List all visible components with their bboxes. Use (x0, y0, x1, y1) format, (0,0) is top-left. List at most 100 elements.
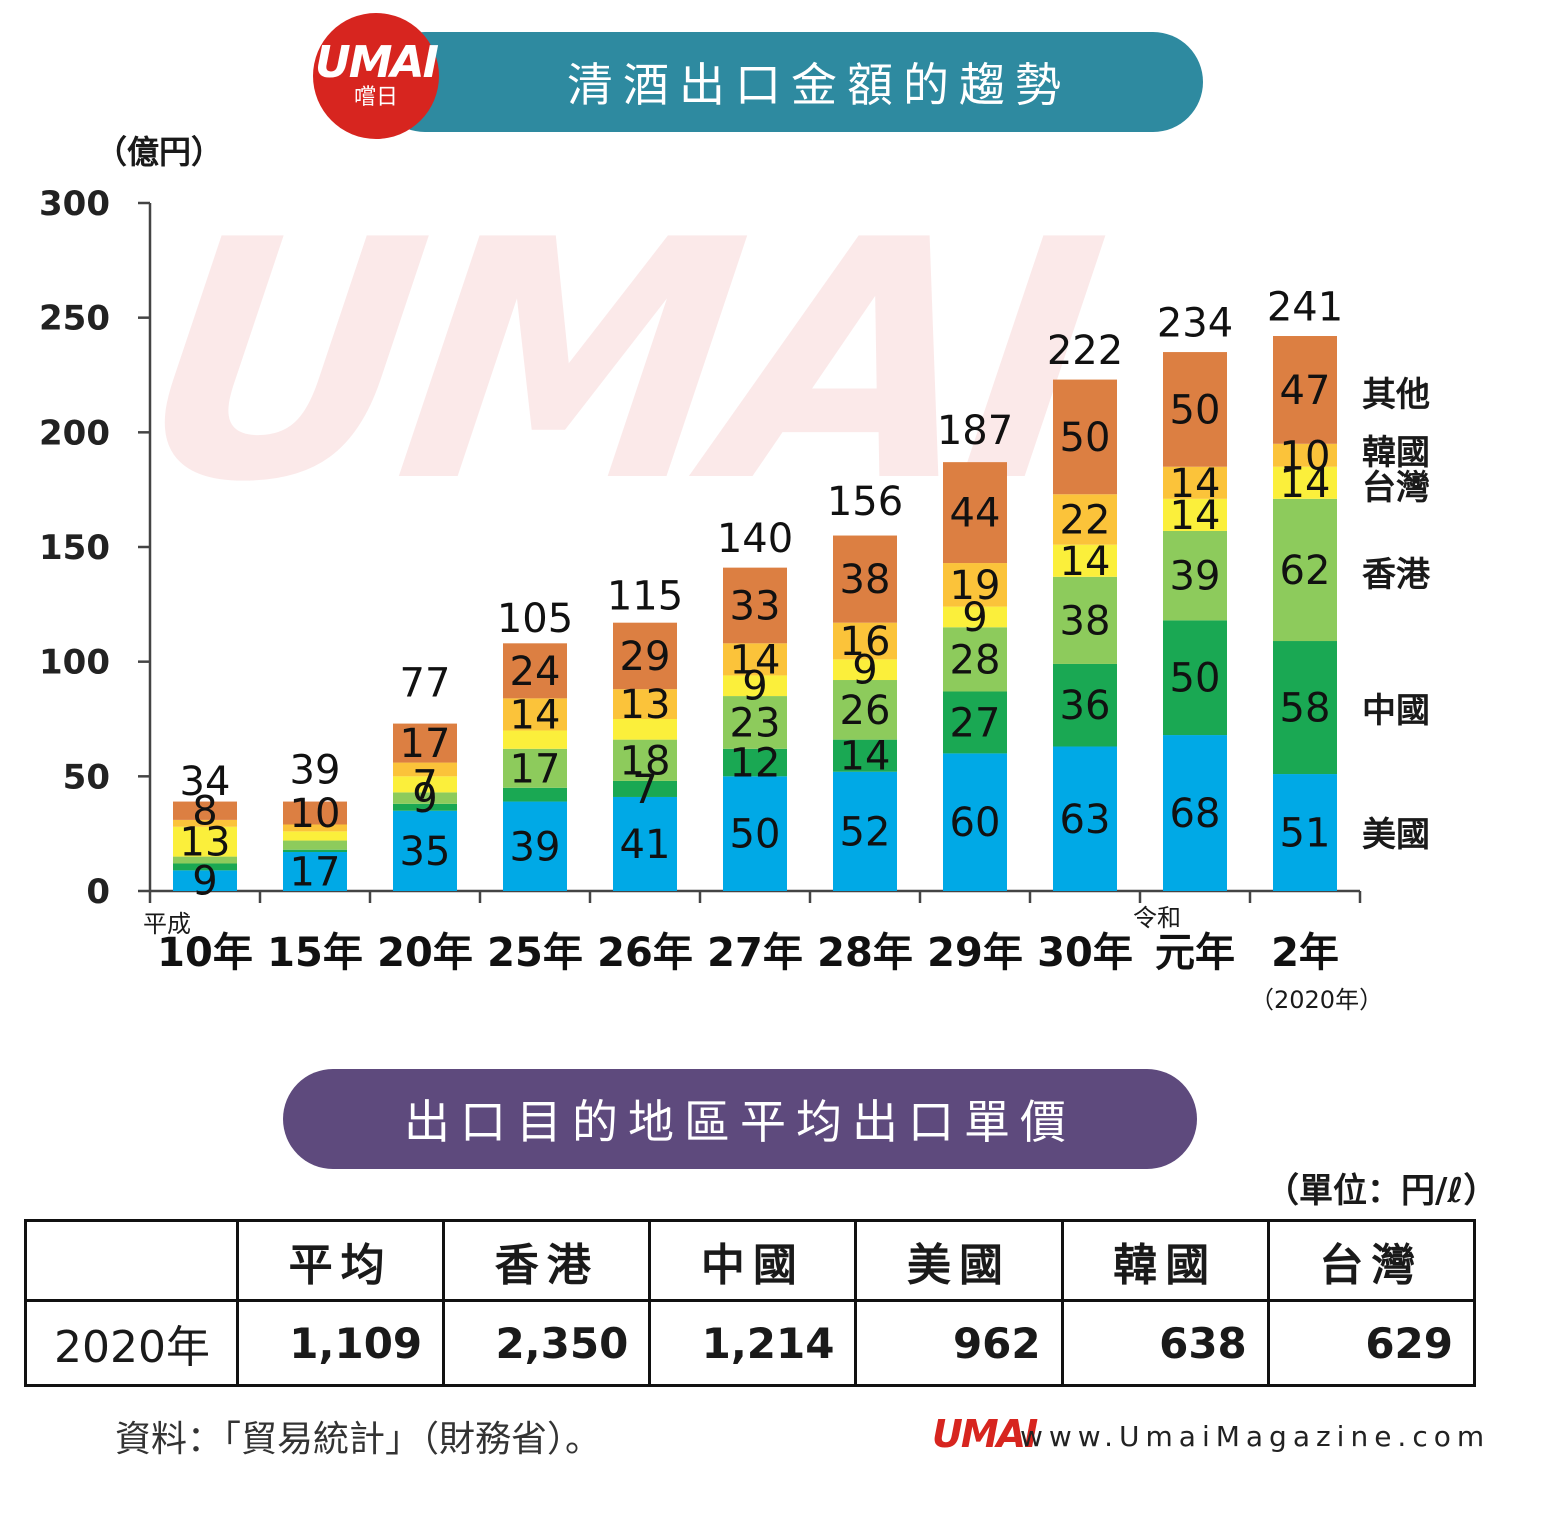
bar-segment-5 (503, 643, 567, 699)
segment-value-label: 39 (510, 824, 561, 870)
segment-value-label: 14 (1170, 461, 1221, 507)
year-note: （2020年） (1250, 986, 1384, 1014)
bar-segment-2 (613, 739, 677, 781)
chart-title: 清酒出口金額的趨勢 (567, 58, 1071, 112)
header-china: 中國 (648, 1219, 858, 1302)
bar-segment-2 (943, 627, 1007, 692)
bar-segment-2 (1163, 530, 1227, 621)
segment-value-label: 47 (1280, 368, 1331, 414)
bar-total-label: 115 (607, 573, 683, 619)
bar-segment-2 (723, 696, 787, 749)
era-reiwa-label: 令和 (1133, 904, 1181, 932)
bar-segment-0 (173, 870, 237, 891)
bar-segment-4 (283, 824, 347, 832)
x-category-label: 26年 (597, 930, 693, 976)
umai-logo: UMAI 嚐日 (313, 13, 439, 139)
chart-axes: 0 50 100 150 200 250 300 (39, 184, 1362, 912)
segment-value-label: 39 (1170, 554, 1221, 600)
bar-segment-2 (1053, 576, 1117, 664)
segment-value-label: 62 (1280, 548, 1331, 594)
segment-value-label: 50 (1060, 415, 1111, 461)
bar-segment-5 (1163, 352, 1227, 467)
table-unit: （單位：円/ℓ） (1265, 1171, 1498, 1211)
segment-value-label: 38 (1060, 598, 1111, 644)
bar-total-label: 77 (400, 660, 451, 706)
x-category-label: 28年 (817, 930, 913, 976)
segment-value-label: 13 (620, 682, 671, 728)
segment-value-label: 10 (290, 791, 341, 837)
bar-segment-0 (943, 753, 1007, 891)
bar-segment-4 (613, 689, 677, 719)
segment-value-label: 52 (840, 809, 891, 855)
source-note: 資料：「貿易統計」（財務省）。 (115, 1419, 602, 1460)
y-tick-label: 100 (39, 643, 110, 683)
segment-value-label: 68 (1170, 791, 1221, 837)
header-average: 平均 (235, 1219, 446, 1302)
segment-value-label: 14 (1280, 461, 1331, 507)
segment-value-label: 9 (852, 648, 877, 694)
footer-logo: UMAI (932, 1412, 1038, 1456)
y-tick-label: 0 (86, 872, 110, 912)
bar-segment-0 (1163, 735, 1227, 891)
table-row: 2020年 1,109 2,350 1,214 962 638 629 (24, 1299, 1477, 1387)
bar-segment-3 (503, 730, 567, 749)
segment-value-label: 22 (1060, 497, 1111, 543)
segment-value-label: 7 (632, 767, 657, 813)
segment-value-label: 28 (950, 637, 1001, 683)
bar-segment-1 (393, 803, 457, 811)
bar-segment-1 (173, 863, 237, 871)
bar-segment-4 (173, 819, 237, 827)
bar-segment-0 (283, 852, 347, 891)
bar-segment-2 (833, 680, 897, 740)
segment-value-label: 14 (840, 734, 891, 780)
bar-segment-4 (833, 622, 897, 660)
segment-value-label: 10 (1280, 433, 1331, 479)
segment-value-label: 29 (620, 634, 671, 680)
segment-value-label: 51 (1280, 811, 1331, 857)
bar-segment-5 (833, 535, 897, 623)
x-category-label: 30年 (1037, 930, 1133, 976)
segment-value-label: 16 (840, 619, 891, 665)
x-category-label: 25年 (487, 930, 583, 976)
bar-segment-4 (393, 762, 457, 777)
bar-total-label: 34 (180, 759, 231, 805)
x-category-label: 元年 (1155, 930, 1235, 976)
bar-segment-1 (723, 748, 787, 777)
bar-segment-3 (1163, 498, 1227, 531)
segment-value-label: 9 (192, 859, 217, 905)
bar-segment-3 (833, 659, 897, 681)
y-unit-label: （億円） (95, 133, 224, 171)
legend-other: 其他 (1362, 375, 1430, 415)
bar-segment-1 (613, 780, 677, 797)
bar-segment-0 (503, 801, 567, 891)
bar-segment-4 (943, 563, 1007, 607)
cell-taiwan: 629 (1266, 1299, 1477, 1387)
bar-segment-5 (283, 801, 347, 825)
bar-segment-5 (393, 723, 457, 763)
bar-segment-3 (1053, 544, 1117, 577)
bar-segment-3 (613, 719, 677, 740)
bar-segment-1 (503, 787, 567, 802)
y-tick-label: 50 (63, 757, 110, 797)
table-title-banner: 出口目的地區平均出口單價 (283, 1069, 1197, 1169)
footer-url[interactable]: www.UmaiMagazine.com (1020, 1420, 1491, 1453)
bar-total-label: 241 (1267, 284, 1343, 330)
cell-korea: 638 (1060, 1299, 1270, 1387)
x-category-label: 29年 (927, 930, 1023, 976)
segment-value-label: 44 (950, 491, 1001, 537)
segment-value-label: 60 (950, 800, 1001, 846)
y-tick-label: 300 (39, 184, 110, 224)
table-header-row: 平均 香港 中國 美國 韓國 台灣 (24, 1219, 1477, 1302)
bar-segment-3 (283, 831, 347, 841)
legend-hongkong: 香港 (1362, 555, 1430, 595)
x-category-label: 10年 (157, 930, 253, 976)
cell-average: 1,109 (235, 1299, 446, 1387)
segment-value-label: 17 (290, 850, 341, 896)
bar-segment-1 (283, 849, 347, 853)
bar-segment-1 (943, 691, 1007, 754)
price-table: 平均 香港 中國 美國 韓國 台灣 2020年 1,109 2,350 1,21… (24, 1219, 1477, 1387)
bar-segment-4 (503, 698, 567, 731)
bar-segment-0 (393, 810, 457, 891)
segment-value-label: 26 (840, 688, 891, 734)
